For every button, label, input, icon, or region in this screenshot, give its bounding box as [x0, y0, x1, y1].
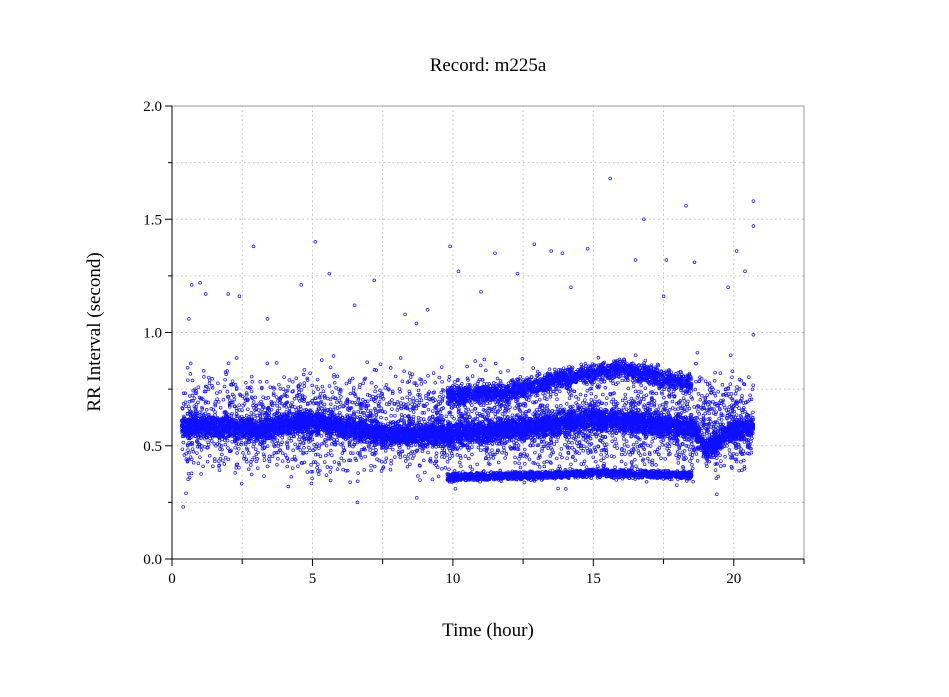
data-point: [239, 440, 244, 445]
data-point: [715, 456, 719, 460]
data-point: [510, 413, 515, 417]
data-point: [531, 412, 535, 416]
data-points: [180, 176, 756, 509]
data-point: [671, 438, 675, 442]
data-point: [253, 416, 257, 421]
grid: [172, 106, 804, 559]
data-point: [287, 436, 291, 441]
data-point: [596, 402, 601, 407]
chart-title: Record: m225a: [430, 55, 547, 76]
